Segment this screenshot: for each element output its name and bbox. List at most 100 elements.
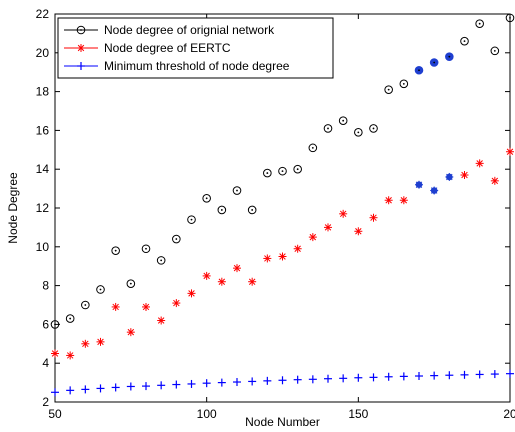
data-point <box>172 299 181 308</box>
data-point <box>232 186 242 195</box>
data-point <box>399 196 408 205</box>
data-point <box>263 376 272 385</box>
x-tick-label: 50 <box>48 407 62 421</box>
data-point <box>399 79 409 89</box>
data-point <box>51 388 59 397</box>
data-point <box>111 246 120 255</box>
data-point <box>248 277 257 286</box>
x-tick-labels: 50 100 150 20 <box>48 407 515 421</box>
data-point <box>460 171 469 180</box>
data-point <box>354 128 363 137</box>
data-point <box>126 279 136 288</box>
legend-entry: Node degree of orignial network <box>64 23 275 37</box>
data-point <box>156 256 166 265</box>
data-point <box>308 233 317 242</box>
data-point <box>202 379 211 388</box>
data-point <box>81 385 90 394</box>
y-tick-label: 12 <box>36 201 50 215</box>
legend-box <box>57 17 334 79</box>
y-tick-label: 10 <box>36 240 50 254</box>
legend-label: Node degree of orignial network <box>104 23 275 37</box>
y-axis-label: Node Degree <box>6 172 20 244</box>
data-point <box>414 65 424 75</box>
data-point <box>233 378 241 387</box>
data-point <box>172 380 181 389</box>
data-point <box>475 370 484 379</box>
data-point <box>263 168 272 178</box>
data-point <box>369 373 378 382</box>
data-point <box>384 372 393 381</box>
data-point <box>51 349 59 358</box>
data-point <box>339 209 348 218</box>
data-point <box>490 370 499 379</box>
data-point <box>126 328 135 337</box>
data-point <box>217 378 226 387</box>
data-point <box>460 370 469 379</box>
data-point <box>96 337 105 346</box>
data-point <box>233 264 241 273</box>
legend: Node degree of orignial network Node degr… <box>57 17 334 79</box>
data-point <box>308 143 318 153</box>
legend-label: Minimum threshold of node degree <box>104 59 290 73</box>
data-point <box>339 374 348 383</box>
data-point <box>248 377 257 386</box>
y-tick-label: 20 <box>36 46 50 60</box>
data-point <box>96 384 105 393</box>
plot-frame <box>54 13 511 403</box>
legend-entry: Minimum threshold of node degree <box>64 59 290 73</box>
data-point <box>415 180 423 189</box>
data-point <box>217 205 227 215</box>
data-point <box>187 289 196 298</box>
legend-label: Node degree of EERTC <box>104 41 231 55</box>
data-point <box>126 382 135 391</box>
data-point <box>293 164 302 174</box>
data-point <box>65 314 75 323</box>
x-tick-label: 100 <box>197 407 217 421</box>
y-tick-label: 6 <box>42 317 49 331</box>
series-2 <box>51 147 514 360</box>
data-point <box>506 369 514 378</box>
y-tick-label: 2 <box>42 395 49 409</box>
y-tick-label: 14 <box>36 162 50 176</box>
data-point <box>66 386 75 395</box>
data-point <box>111 302 120 311</box>
x-tick-label: 150 <box>348 407 368 421</box>
data-point <box>430 186 439 195</box>
data-point <box>187 215 196 224</box>
data-point <box>202 194 211 203</box>
data-point <box>293 244 302 253</box>
axis-ticks <box>54 13 511 403</box>
data-point <box>490 176 499 185</box>
data-point <box>263 254 272 263</box>
series-3 <box>51 369 514 397</box>
data-point <box>142 382 150 391</box>
data-point <box>445 371 454 380</box>
data-point <box>157 381 166 390</box>
data-point <box>293 375 302 384</box>
data-marks <box>50 13 515 397</box>
data-point <box>96 285 105 294</box>
data-point <box>81 339 90 348</box>
data-point <box>111 383 120 392</box>
data-point <box>157 316 166 325</box>
data-point <box>369 213 378 222</box>
data-point <box>324 374 332 383</box>
data-point <box>278 166 287 176</box>
y-tick-label: 8 <box>42 279 49 293</box>
data-point <box>369 124 378 133</box>
legend-marker <box>77 44 85 52</box>
data-point <box>445 172 454 181</box>
y-tick-label: 4 <box>42 356 49 370</box>
data-point <box>354 373 363 382</box>
x-axis-label: Node Number <box>245 415 320 429</box>
data-point <box>66 351 75 360</box>
y-tick-label: 18 <box>36 85 50 99</box>
data-point <box>354 227 363 236</box>
data-point <box>475 19 484 29</box>
legend-entry: Node degree of EERTC <box>64 41 231 55</box>
data-point <box>429 58 439 67</box>
y-tick-label: 16 <box>36 123 50 137</box>
data-point <box>172 234 181 244</box>
data-point <box>324 223 332 232</box>
